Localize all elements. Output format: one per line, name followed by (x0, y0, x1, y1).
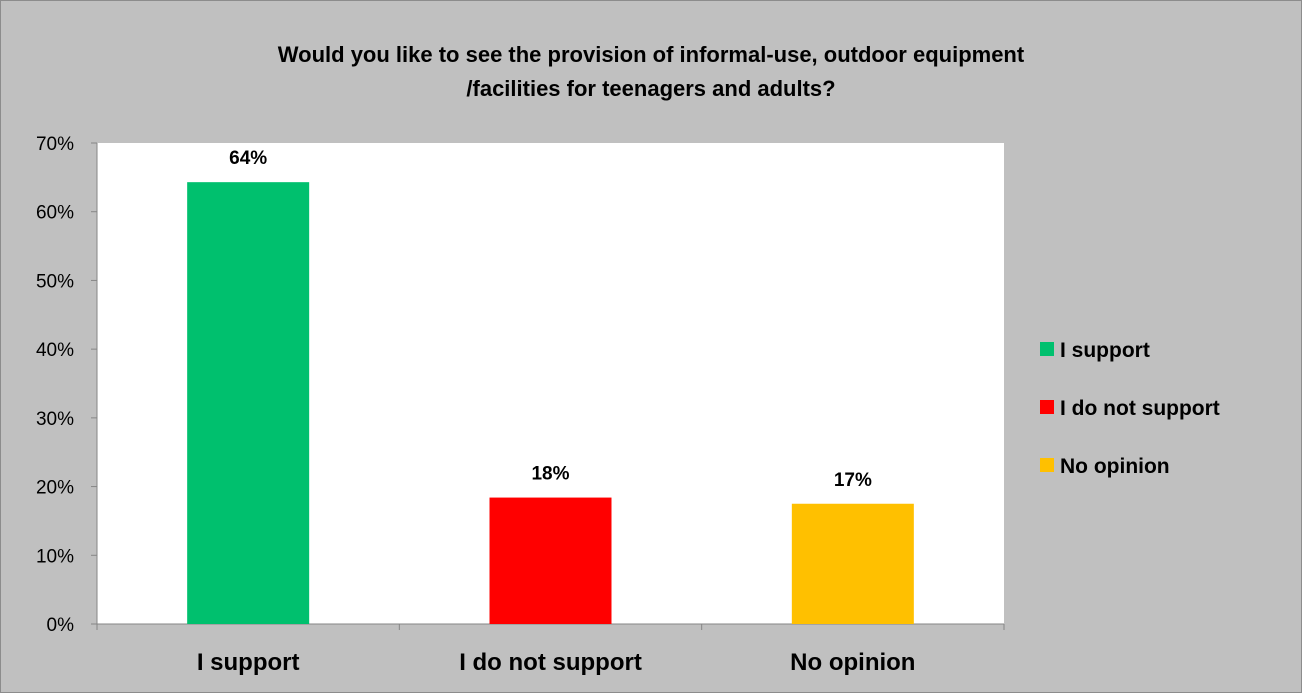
y-tick-label: 70% (36, 134, 74, 155)
y-tick-label: 20% (36, 478, 74, 499)
bar (489, 497, 612, 624)
x-axis: I support I do not support No opinion (96, 623, 1005, 676)
legend-label: I support (1060, 339, 1150, 362)
x-category-label: No opinion (790, 649, 915, 676)
bar (187, 182, 310, 624)
bar (791, 503, 914, 624)
data-label: 18% (531, 464, 569, 485)
chart-title-line-1: Would you like to see the provision of i… (277, 42, 1025, 67)
y-tick-label: 30% (36, 409, 74, 430)
legend-swatch (1040, 342, 1054, 356)
bars: 64% 18% 17% (187, 148, 914, 624)
y-tick-label: 40% (36, 340, 74, 361)
y-tick-label: 0% (47, 615, 75, 636)
x-category-label: I support (197, 649, 300, 676)
legend-swatch (1040, 400, 1054, 414)
legend-label: I do not support (1060, 397, 1220, 420)
legend: I support I do not support No opinion (1040, 339, 1220, 478)
y-tick-label: 10% (36, 546, 74, 567)
legend-label: No opinion (1060, 455, 1170, 478)
y-tick-label: 60% (36, 203, 74, 224)
y-tick-label: 50% (36, 271, 74, 292)
x-category-label: I do not support (459, 649, 642, 676)
legend-swatch (1040, 458, 1054, 472)
chart-title-line-2: /facilities for teenagers and adults? (466, 76, 836, 101)
data-label: 64% (229, 148, 267, 169)
data-label: 17% (834, 470, 872, 491)
chart-title: Would you like to see the provision of i… (0, 38, 1302, 106)
y-axis: 0% 10% 20% 30% 40% 50% 60% 70% (36, 134, 98, 636)
